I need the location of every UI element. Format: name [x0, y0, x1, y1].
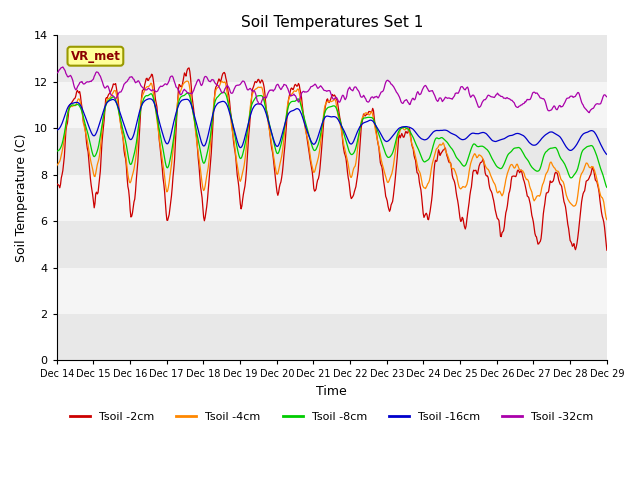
X-axis label: Time: Time: [316, 385, 347, 398]
Bar: [57, 175, 607, 221]
Bar: [57, 267, 607, 314]
Bar: [57, 314, 607, 360]
Y-axis label: Soil Temperature (C): Soil Temperature (C): [15, 133, 28, 262]
Bar: [57, 128, 607, 175]
Bar: [57, 82, 607, 128]
Bar: [57, 36, 607, 82]
Bar: [57, 221, 607, 267]
Title: Soil Temperatures Set 1: Soil Temperatures Set 1: [241, 15, 423, 30]
Text: VR_met: VR_met: [70, 50, 120, 63]
Legend: Tsoil -2cm, Tsoil -4cm, Tsoil -8cm, Tsoil -16cm, Tsoil -32cm: Tsoil -2cm, Tsoil -4cm, Tsoil -8cm, Tsoi…: [65, 408, 598, 426]
